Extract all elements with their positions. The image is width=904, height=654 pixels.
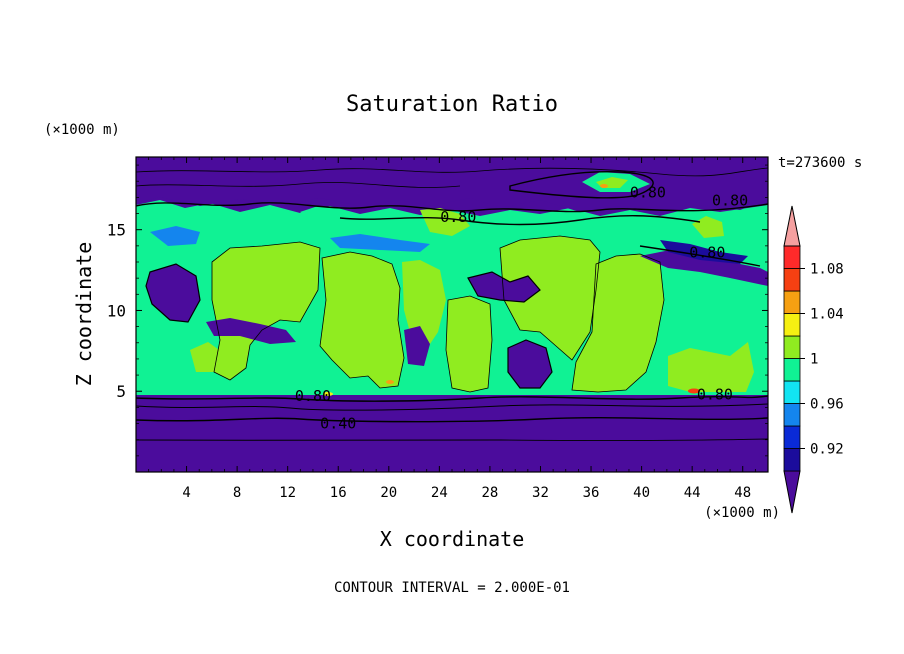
colorbar-swatch xyxy=(783,425,801,449)
contour-label: 0.80 xyxy=(440,208,476,226)
x-unit-label: (×1000 m) xyxy=(704,505,780,521)
x-tick-label: 12 xyxy=(279,485,296,501)
colorbar-tick-label: 1.08 xyxy=(810,262,844,278)
contour-labels: 0.80 0.80 0.80 0.80 0.80 0.80 0.40 xyxy=(295,184,748,433)
contour-label: 0.80 xyxy=(697,385,733,403)
supersaturation-spot xyxy=(323,392,333,396)
x-axis: 4 8 12 16 20 24 28 32 36 40 44 48 xyxy=(148,157,756,501)
cloud-core xyxy=(420,208,470,236)
colorbar-swatch xyxy=(783,335,801,359)
y-unit-label: (×1000 m) xyxy=(44,122,120,138)
y-tick-label: 15 xyxy=(107,221,126,240)
supersaturation-spot xyxy=(688,388,700,394)
y-tick-label: 10 xyxy=(107,301,126,320)
y-axis-label: Z coordinate xyxy=(72,242,96,387)
cloud-core xyxy=(212,242,320,380)
contour-line xyxy=(571,253,665,393)
supersaturation-spot xyxy=(386,380,394,384)
colorbar-swatch xyxy=(783,268,801,292)
x-tick-label: 16 xyxy=(330,485,347,501)
contour-label: 0.40 xyxy=(320,415,356,433)
cloud-core xyxy=(572,254,664,392)
x-tick-label: 32 xyxy=(532,485,549,501)
contour-line xyxy=(467,271,541,303)
contour-line xyxy=(136,417,768,423)
contour-label: 0.80 xyxy=(689,243,725,261)
contour-label: 0.80 xyxy=(630,184,666,202)
chart-title: Saturation Ratio xyxy=(346,92,558,117)
colorbar-swatch xyxy=(783,448,801,472)
x-tick-label: 28 xyxy=(481,485,498,501)
contour-line xyxy=(507,339,553,389)
x-tick-label: 36 xyxy=(583,485,600,501)
dry-intrusion xyxy=(206,318,296,344)
cloud-core xyxy=(402,260,446,350)
contour-line xyxy=(136,395,768,402)
dry-intrusion xyxy=(640,250,768,286)
x-tick-label: 48 xyxy=(734,485,751,501)
x-tick-label: 4 xyxy=(182,485,190,501)
dry-intrusion xyxy=(146,264,200,322)
contour-line xyxy=(136,202,768,213)
contour-line xyxy=(509,170,654,199)
plot-area: 0.80 0.80 0.80 0.80 0.80 0.80 0.40 xyxy=(136,157,768,472)
contour-line xyxy=(339,215,701,226)
upper-cloud-pocket xyxy=(300,206,338,218)
colorbar-swatch xyxy=(783,403,801,427)
cloud-core xyxy=(446,296,492,392)
dry-intrusion xyxy=(404,326,430,366)
supersaturation-spot xyxy=(600,184,608,188)
contour-line xyxy=(499,235,601,361)
x-tick-label: 8 xyxy=(233,485,241,501)
dry-intrusion xyxy=(468,272,540,302)
colorbar-swatch xyxy=(783,358,801,382)
colorbar-tick-label: 1 xyxy=(810,352,818,368)
cloud-core xyxy=(320,252,404,388)
contour-line xyxy=(145,263,201,323)
dry-intrusion xyxy=(660,240,748,264)
colorbar-tick-label: 1.04 xyxy=(810,307,844,323)
contour-line xyxy=(136,167,768,177)
dry-intrusion xyxy=(150,226,200,246)
contour-line xyxy=(136,438,768,442)
contour-lines xyxy=(136,167,768,442)
colorbar-swatch xyxy=(783,313,801,337)
contour-line xyxy=(136,403,768,411)
contour-line xyxy=(445,295,493,393)
colorbar-arrow-bottom xyxy=(783,470,801,514)
x-tick-label: 44 xyxy=(684,485,701,501)
contour-label: 0.80 xyxy=(712,192,748,210)
time-label: t=273600 s xyxy=(778,155,862,171)
y-tick-label: 5 xyxy=(116,382,126,401)
colorbar-tick-label: 0.96 xyxy=(810,397,844,413)
colorbar-swatch xyxy=(783,245,801,269)
colorbar: 0.92 0.96 1 1.04 1.08 xyxy=(783,205,844,514)
contour-interval-note: CONTOUR INTERVAL = 2.000E-01 xyxy=(334,580,570,596)
colorbar-tick-label: 0.92 xyxy=(810,442,844,458)
x-axis-label: X coordinate xyxy=(380,527,525,551)
y-axis: 5 10 15 xyxy=(107,164,768,457)
x-tick-label: 40 xyxy=(633,485,650,501)
contour-line xyxy=(211,241,321,381)
contour-line xyxy=(136,182,461,188)
colorbar-swatch xyxy=(783,290,801,314)
dry-intrusion xyxy=(508,340,552,388)
dry-intrusion xyxy=(330,234,430,252)
contour-line xyxy=(319,251,405,389)
x-tick-label: 24 xyxy=(431,485,448,501)
contour-label: 0.80 xyxy=(295,387,331,405)
cloud-core xyxy=(190,342,222,372)
x-tick-label: 20 xyxy=(380,485,397,501)
contour-line xyxy=(639,245,761,267)
colorbar-swatch xyxy=(783,380,801,404)
cloud-core xyxy=(500,236,600,360)
cloud-core xyxy=(668,342,754,392)
colorbar-arrow-top xyxy=(783,205,801,247)
